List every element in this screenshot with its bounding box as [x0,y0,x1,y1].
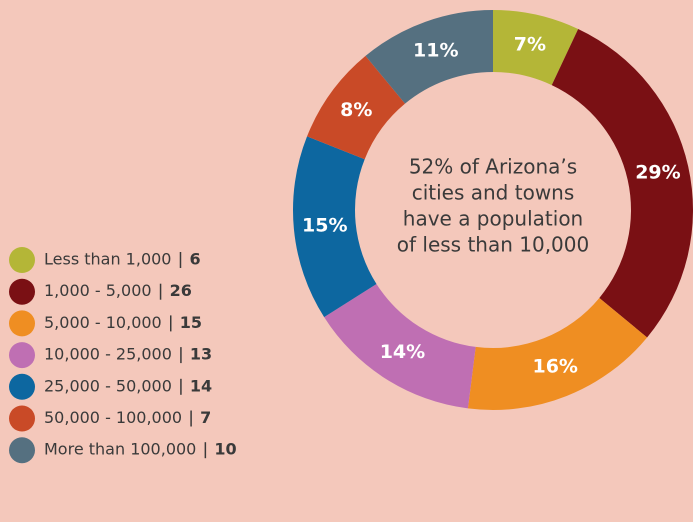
donut-slice [324,283,476,409]
legend-count: 14 [190,376,212,395]
center-text: cities and towns [412,181,575,205]
slice-label: 8% [340,99,372,121]
legend-swatch [9,405,35,432]
center-text: have a population [403,207,583,231]
legend-count: 15 [180,313,202,332]
donut-slice [467,297,648,411]
slice-label: 29% [635,162,680,184]
legend-label: More than 100,000 [44,440,196,459]
legend-label: 1,000 - 5,000 [44,281,152,300]
center-text: 52% of Arizona’s [409,155,577,179]
legend-count: 6 [189,250,200,269]
donut-slice [293,136,377,318]
slice-label: 11% [413,39,458,61]
legend-swatch [9,373,35,400]
legend-count: 13 [190,345,212,364]
slice-label: 15% [302,214,347,236]
legend-label: 50,000 - 100,000 [44,408,182,427]
slice-label: 14% [380,341,425,363]
donut-slice [307,55,406,160]
donut-slice [365,9,493,104]
legend-count: 10 [214,440,236,459]
legend-swatch [9,342,35,369]
donut-slice [551,29,693,338]
legend-count: 26 [170,281,192,300]
legend-label: 25,000 - 50,000 [44,376,172,395]
legend-swatch [9,437,35,464]
legend-swatch [9,310,35,337]
slice-label: 16% [532,356,577,378]
legend-label: Less than 1,000 [44,250,171,269]
donut-slice [493,10,579,86]
legend-label: 10,000 - 25,000 [44,345,172,364]
slice-label: 7% [514,34,546,56]
legend-count: 7 [200,408,211,427]
legend-swatch [9,278,35,305]
legend-swatch [9,247,35,273]
legend-label: 5,000 - 10,000 [44,313,162,332]
center-text: of less than 10,000 [397,233,589,257]
